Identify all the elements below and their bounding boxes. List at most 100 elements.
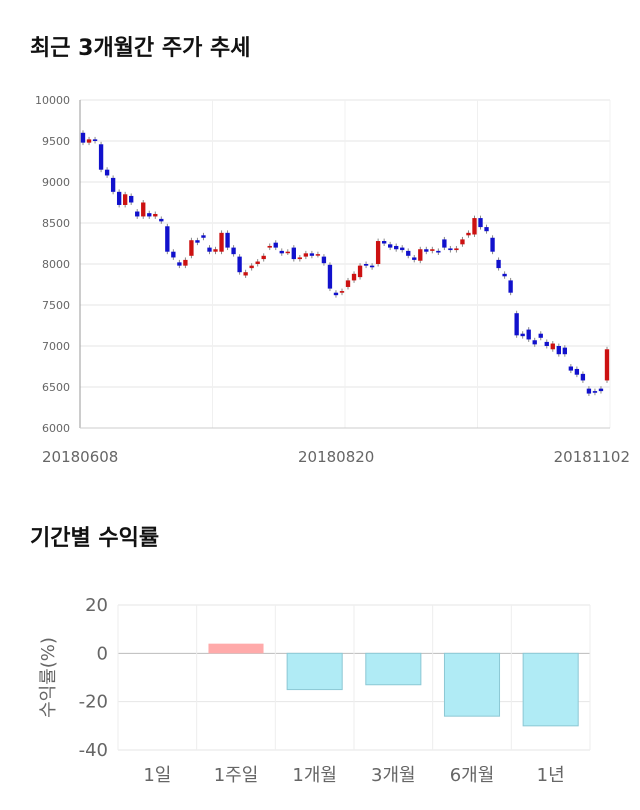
candle-body <box>273 242 278 248</box>
candle-body <box>303 253 309 257</box>
candle-body <box>104 169 110 176</box>
candle-body <box>339 291 345 293</box>
candle-body <box>520 333 525 337</box>
candle-body <box>363 264 369 266</box>
price-y-tick-label: 7500 <box>42 299 70 312</box>
candle-body <box>562 347 567 355</box>
return-x-tick-label: 3개월 <box>371 765 416 786</box>
candle-body <box>315 254 321 256</box>
candle-body <box>592 391 598 393</box>
return-x-tick-label: 1년 <box>537 765 565 786</box>
return-bar <box>522 652 579 727</box>
return-y-tick-label: 20 <box>85 595 108 616</box>
price-x-tick-label: 20181102 <box>554 448 630 466</box>
candle-body <box>598 388 604 392</box>
candle-body <box>436 250 441 253</box>
return-y-axis-label: 수익률(%) <box>38 637 59 718</box>
candle-body <box>424 249 429 252</box>
candle-body <box>183 259 188 266</box>
price-y-tick-label: 8500 <box>42 217 70 230</box>
candle-body <box>141 202 146 217</box>
candle-body <box>135 211 140 217</box>
return-x-tick-label: 1주일 <box>214 765 259 786</box>
candle-body <box>394 245 399 250</box>
return-chart-title: 기간별 수익률 <box>30 526 160 551</box>
candle-body <box>189 240 194 256</box>
candle-body <box>448 248 453 251</box>
candle-body <box>574 368 580 375</box>
candle-body <box>92 139 98 141</box>
candle-body <box>568 366 574 371</box>
price-y-tick-label: 10000 <box>35 94 70 107</box>
candle-body <box>321 256 327 264</box>
candle-body <box>147 213 152 217</box>
candle-body <box>586 388 592 394</box>
candle-body <box>207 247 212 252</box>
return-y-tick-label: -40 <box>79 740 108 761</box>
candle-body <box>526 329 531 340</box>
candle-body <box>388 244 393 248</box>
candle-body <box>478 218 483 228</box>
candle-body <box>381 241 387 244</box>
candle-body <box>153 213 158 217</box>
candle-body <box>357 265 363 278</box>
candle-body <box>538 333 543 338</box>
candle-body <box>80 132 86 143</box>
price-candlestick-chart: 6000 6500 7000 7500 8000 8500 9000 9500 10000 201… <box>35 94 630 466</box>
candle-body <box>496 259 501 269</box>
price-x-tick-label: 20180820 <box>298 448 374 466</box>
candle-body <box>412 257 417 260</box>
candle-body <box>129 195 134 203</box>
candle-body <box>532 340 537 345</box>
candle-body <box>430 249 435 251</box>
candle-body <box>159 218 164 222</box>
candle-body <box>351 273 357 281</box>
return-y-tick-label: 0 <box>97 643 108 664</box>
candle-body <box>255 261 260 264</box>
return-x-tick-label: 1개월 <box>292 765 337 786</box>
candle-body <box>472 218 477 235</box>
candle-body <box>418 249 423 261</box>
candle-body <box>201 235 206 238</box>
candle-body <box>225 232 230 248</box>
candle-body <box>544 341 549 346</box>
candle-body <box>369 265 375 268</box>
price-y-tick-label: 7000 <box>42 340 70 353</box>
candle-body <box>219 232 224 252</box>
candle-body <box>309 253 315 256</box>
candle-body <box>98 144 104 170</box>
price-chart-title: 최근 3개월간 주가 추세 <box>30 36 251 61</box>
price-y-tick-label: 9500 <box>42 135 70 148</box>
candle-body <box>400 247 405 251</box>
return-bar <box>208 643 264 654</box>
price-y-tick-label: 6000 <box>42 422 70 435</box>
candle-body <box>261 255 266 260</box>
candle-body <box>454 248 459 251</box>
candle-body <box>466 232 471 236</box>
return-x-tick-label: 1일 <box>143 765 171 786</box>
candle-body <box>123 194 128 205</box>
candle-body <box>279 250 284 254</box>
return-bar <box>443 652 501 717</box>
candle-body <box>116 191 122 205</box>
candle-body <box>291 247 296 260</box>
candle-body <box>406 250 411 256</box>
candle-body <box>556 346 561 355</box>
candle-body <box>110 177 116 192</box>
candle-body <box>514 313 519 336</box>
return-bar <box>365 652 422 686</box>
candle-body <box>249 265 254 269</box>
candle-body <box>243 272 248 276</box>
candle-body <box>165 226 170 252</box>
candle-body <box>177 262 182 266</box>
candle-body <box>460 239 465 245</box>
price-y-tick-label: 8000 <box>42 258 70 271</box>
candle-body <box>267 245 272 248</box>
candle-body <box>231 247 236 255</box>
candle-body <box>285 251 290 254</box>
price-x-tick-label: 20180608 <box>42 448 118 466</box>
price-y-tick-label: 9000 <box>42 176 70 189</box>
candle-body <box>327 264 333 289</box>
candle-body <box>345 280 351 287</box>
candle-body <box>490 237 495 252</box>
